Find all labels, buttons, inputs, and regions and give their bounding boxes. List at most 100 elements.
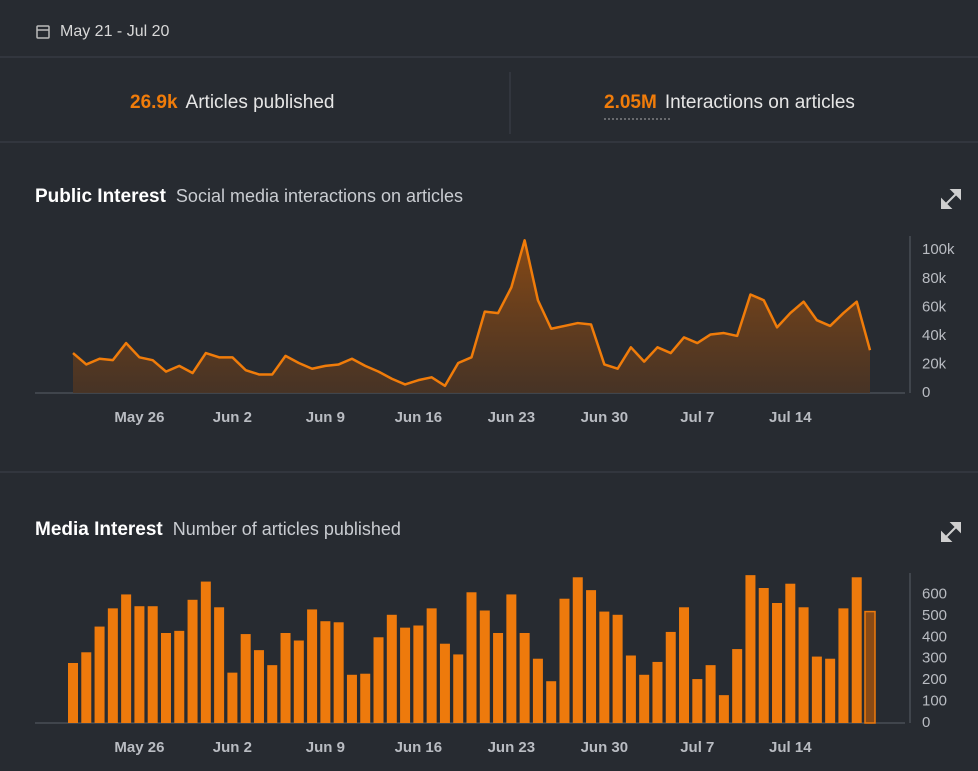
bar: [147, 606, 158, 723]
x-tick-label: May 26: [114, 739, 164, 756]
y-tick-label: 100k: [922, 241, 955, 258]
bar: [81, 652, 92, 723]
bar: [546, 681, 557, 723]
y-tick-label: 100: [922, 693, 947, 710]
x-tick-label: Jun 30: [581, 739, 629, 756]
bar: [586, 590, 597, 723]
stat-label: Articles published: [186, 92, 335, 113]
bar: [227, 672, 238, 723]
bar: [200, 581, 211, 723]
x-tick-label: Jul 7: [680, 739, 714, 756]
bar: [652, 661, 663, 723]
bar: [559, 598, 570, 723]
y-tick-label: 80k: [922, 270, 947, 287]
x-tick-label: Jun 16: [395, 739, 443, 756]
stat-value: 26.9k: [130, 92, 178, 113]
y-tick-label: 40k: [922, 327, 947, 344]
bar: [121, 594, 132, 723]
bar: [373, 637, 384, 723]
bar: [479, 610, 490, 723]
x-tick-label: May 26: [114, 409, 164, 426]
area: [73, 240, 870, 393]
y-tick-label: 600: [922, 585, 947, 602]
x-tick-label: Jun 9: [306, 739, 345, 756]
y-tick-label: 0: [922, 384, 930, 401]
y-tick-label: 60k: [922, 298, 947, 315]
bar: [439, 643, 450, 723]
x-tick-label: Jun 30: [581, 409, 629, 426]
x-tick-label: Jun 23: [488, 739, 536, 756]
x-tick-label: Jul 14: [769, 739, 812, 756]
bar: [665, 631, 676, 723]
bar: [134, 606, 145, 723]
bar: [400, 627, 411, 723]
x-tick-label: Jul 14: [769, 409, 812, 426]
bar: [864, 610, 876, 724]
bar: [94, 626, 105, 723]
y-tick-label: 0: [922, 714, 930, 731]
expand-icon[interactable]: [941, 189, 961, 209]
bar: [466, 592, 477, 723]
bar: [187, 599, 198, 723]
bar: [772, 603, 783, 723]
bar: [625, 655, 636, 723]
x-tick-label: Jun 2: [213, 739, 252, 756]
y-tick-label: 200: [922, 671, 947, 688]
bar: [160, 633, 171, 723]
bar: [506, 594, 517, 723]
y-tick-label: 20k: [922, 355, 947, 372]
chart-subtitle: Number of articles published: [173, 519, 401, 539]
chart-title: Media Interest: [35, 519, 163, 540]
chart-title: Public Interest: [35, 186, 167, 207]
bar: [413, 625, 424, 723]
x-tick-label: Jun 2: [213, 409, 252, 426]
bar: [851, 577, 862, 723]
chart-subtitle: Social media interactions on articles: [176, 186, 463, 206]
bar: [426, 608, 437, 723]
bar: [320, 621, 331, 723]
stat-label: Interactions on articles: [665, 92, 855, 113]
bar: [346, 674, 357, 723]
x-tick-label: Jun 23: [488, 409, 536, 426]
bar: [732, 649, 743, 723]
bar: [798, 607, 809, 723]
bar: [519, 633, 530, 723]
x-tick-label: Jun 9: [306, 409, 345, 426]
bar: [825, 658, 836, 723]
bar: [386, 614, 397, 723]
bar: [214, 607, 225, 723]
bar: [599, 611, 610, 723]
bar: [493, 633, 504, 723]
bar: [612, 614, 623, 723]
y-tick-label: 400: [922, 628, 947, 645]
y-tick-label: 300: [922, 650, 947, 667]
bar: [253, 650, 264, 723]
bar: [532, 658, 543, 723]
bar: [453, 654, 464, 723]
bar: [107, 608, 118, 723]
bar: [758, 588, 769, 723]
bar: [811, 656, 822, 723]
bar: [718, 695, 729, 723]
bar: [639, 674, 650, 723]
bar: [705, 665, 716, 723]
bar: [280, 633, 291, 723]
x-tick-label: Jun 16: [395, 409, 443, 426]
bar: [692, 679, 703, 723]
bar: [240, 634, 251, 723]
bar: [745, 575, 756, 723]
bar: [785, 583, 796, 723]
bar: [293, 640, 304, 723]
bar: [360, 673, 371, 723]
bar: [679, 607, 690, 723]
date-range[interactable]: May 21 - Jul 20: [60, 23, 169, 40]
bar: [307, 609, 318, 723]
expand-icon[interactable]: [941, 522, 961, 542]
bar: [174, 630, 185, 723]
bar: [838, 608, 849, 723]
stat-value[interactable]: 2.05M: [604, 92, 657, 113]
line: [72, 239, 872, 388]
y-tick-label: 500: [922, 607, 947, 624]
